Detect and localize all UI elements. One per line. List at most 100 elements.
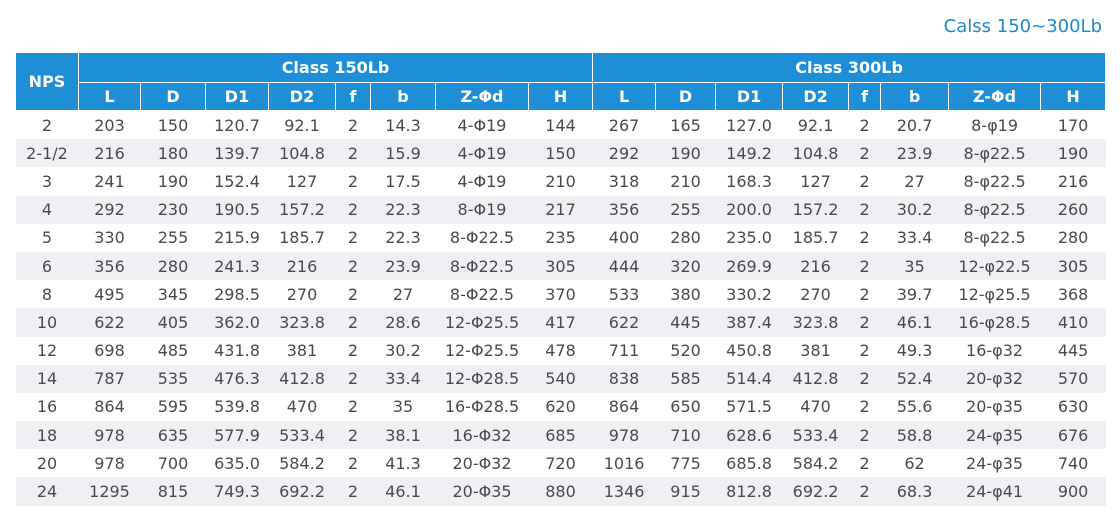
table-cell: 46.1 [370,477,436,506]
table-cell: 470 [286,397,318,417]
table-cell: 698 [94,341,125,361]
table-cell: 838 [592,364,656,393]
header-cell: Class 300Lb [592,52,1107,83]
table-cell: 630 [1057,397,1089,417]
table-cell: 539.8 [214,397,260,417]
header-row: L D D1 D2 f b Z-Φd H L D D1 D2 f b Z-Φd H [16,82,1107,111]
table-cell: 2 [335,195,371,224]
header-cell: b [370,82,436,111]
table-row: 8 495 345 298.5 270 2 27 8-Φ22.5 370 533 380 330.2 2… [16,280,1106,308]
table-cell: 864 [94,397,125,417]
table-cell: 815 [140,477,206,506]
table-cell: 150 [528,139,593,168]
table-cell: 190 [1040,139,1106,168]
table-cell: 2 [347,397,359,417]
table-cell: 39.7 [896,284,933,304]
table-cell: 417 [528,308,593,337]
table-cell: 692.2 [782,477,849,506]
table-cell: 577.9 [205,421,269,450]
table-cell: 55.6 [896,397,933,417]
table-cell: 2 [347,284,359,304]
header-cell: D2 [782,82,850,111]
table-cell: 62 [904,453,925,473]
table-cell: 787 [78,364,141,393]
table-cell: 1295 [78,477,141,506]
table-cell: 2 [335,421,371,450]
table-row: 3 241 190 152.4 127 2 17.5 4-Φ19 210 318 210 168.3 1… [16,167,1106,195]
table-cell: 676 [1040,421,1106,450]
header-cell: L [78,82,141,111]
table-cell: 8-φ22.5 [963,171,1026,191]
table-cell: 92.1 [797,115,834,135]
header-cell: D [655,82,717,111]
dimension-table: NPS Class 150Lb Class 300Lb L D D1 D2 f b Z-Φd… [15,52,1107,506]
table-cell: 900 [1040,477,1106,506]
table-cell: 92.1 [284,115,320,135]
table-row: 20 978 700 635.0 584.2 2 41.3 20-Φ32 720 1016 775 6… [16,449,1106,477]
header-row: NPS Class 150Lb Class 300Lb [15,52,1107,111]
table-cell: 24-φ41 [948,477,1041,506]
table-cell: 41.3 [385,453,421,473]
table-row: 2 203 150 120.7 92.1 2 14.3 4-Φ19 144 267 165 127.0… [16,111,1106,140]
table-cell: 2 [335,364,371,393]
table-cell: 216 [268,251,336,281]
table-cell: 4-Φ19 [457,115,507,135]
table-cell: 4-Φ19 [435,139,529,168]
table-cell: 270 [286,284,318,304]
table-cell: 478 [545,341,576,361]
table-cell: 104.8 [782,139,849,168]
table-cell: 1016 [603,453,645,473]
table-cell: 210 [670,171,701,191]
table-cell: 595 [157,397,189,417]
table-cell: 2 [848,308,881,337]
table-cell: 2 [859,171,870,191]
table-cell: 2 [859,341,870,361]
table-cell: 292 [592,139,656,168]
table-cell: 20-φ32 [948,364,1041,393]
table-cell: 470 [800,397,831,417]
table-cell: 139.7 [205,139,269,168]
table-cell: 305 [1040,251,1106,281]
table-cell: 157.2 [268,195,336,224]
table-cell: 280 [670,228,701,248]
header-cell: f [335,82,371,111]
table-cell: 323.8 [268,308,336,337]
table-cell: 33.4 [370,364,436,393]
table-cell: 185.7 [792,228,839,248]
title: Calss 150~300Lb [943,16,1102,37]
table-cell: 635.0 [214,453,260,473]
table-cell: 412.8 [268,364,336,393]
table-cell: 68.3 [880,477,949,506]
table-cell: 280 [1057,228,1089,248]
table-cell: 2 [335,308,371,337]
table-cell: 584.2 [792,453,839,473]
table-cell: 749.3 [205,477,269,506]
table-cell: 216 [1057,171,1089,191]
table-cell: 685.8 [726,453,772,473]
table-cell: 2 [335,477,371,506]
table-cell: 514.4 [715,364,783,393]
table-cell: 16-φ32 [966,341,1024,361]
table-cell: 4-Φ19 [457,171,507,191]
table-cell: 318 [608,171,640,191]
table-cell: 292 [78,195,141,224]
table-cell: 12-φ25.5 [958,284,1031,304]
table-cell: 356 [592,195,656,224]
table-cell: 24 [15,477,79,506]
table-cell: 28.6 [370,308,436,337]
table-cell: 35 [880,251,949,281]
table-cell: 2 [848,139,881,168]
table-cell: 635 [140,421,206,450]
table-cell: 255 [655,195,716,224]
table-row: 14 787 535 476.3 412.8 2 33.4 12-Φ28.5 540 838 585… [15,364,1106,393]
table-cell: 22.3 [370,195,436,224]
table-cell: 740 [1057,453,1089,473]
table-cell: 260 [1040,195,1106,224]
table-cell: 710 [655,421,716,450]
table-cell: 2 [335,139,371,168]
table-cell: 356 [78,251,141,281]
table-cell: 2 [347,453,359,473]
table-cell: 533.4 [782,421,849,450]
table-cell: 533 [608,284,640,304]
table-cell: 3 [41,171,53,191]
